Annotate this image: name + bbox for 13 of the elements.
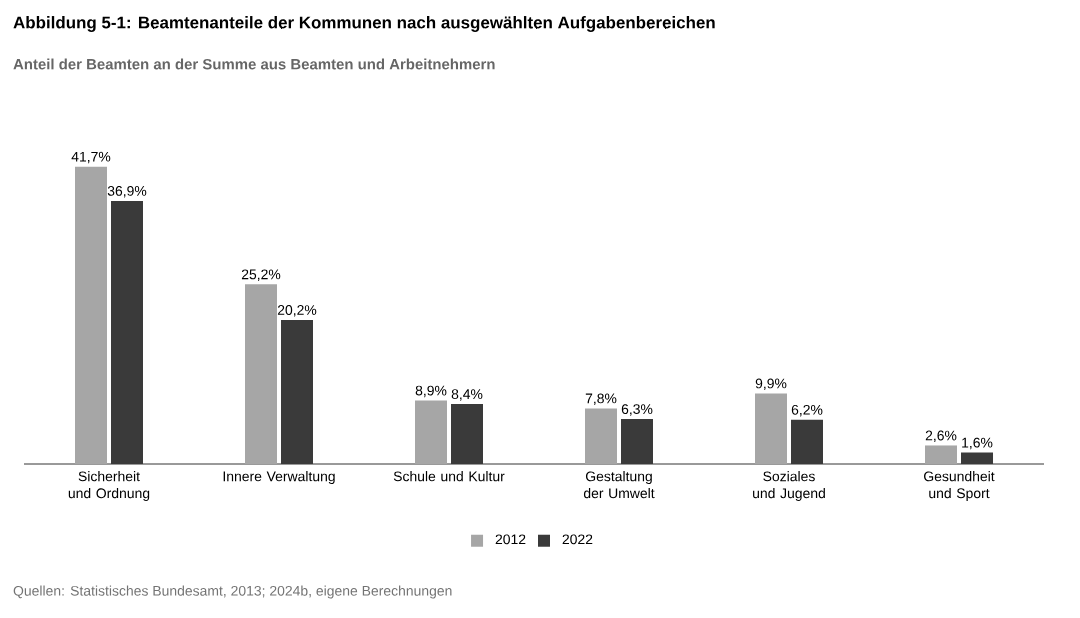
bar	[621, 419, 653, 464]
bar	[585, 408, 617, 464]
bar	[961, 452, 994, 464]
chart-title: Abbildung 5-1: Beamtenanteile der Kommunen nach ausgewählten Aufgabenbereichen	[13, 16, 715, 32]
bar	[791, 419, 823, 464]
bar	[755, 393, 787, 464]
bar	[245, 284, 277, 464]
bar	[925, 445, 957, 464]
bar	[451, 404, 483, 464]
bar	[415, 400, 447, 464]
bar	[75, 166, 107, 464]
bar	[111, 200, 143, 464]
bar	[281, 319, 313, 464]
